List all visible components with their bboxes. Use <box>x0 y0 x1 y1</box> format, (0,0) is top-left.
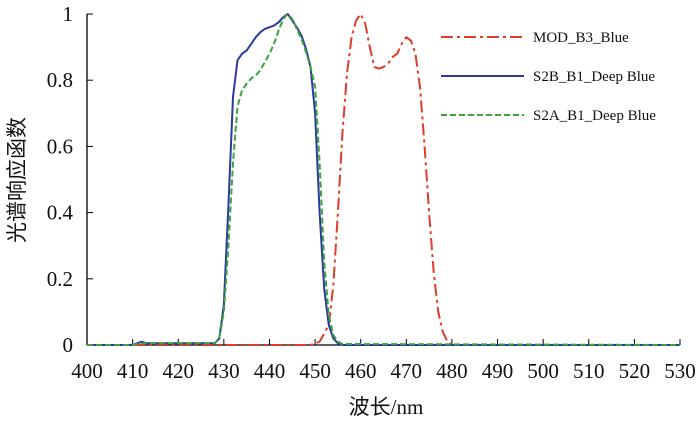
y-tick-label: 0.2 <box>47 267 73 291</box>
x-tick-label: 510 <box>573 359 605 383</box>
legend-label: S2B_B1_Deep Blue <box>533 69 655 85</box>
x-tick-label: 460 <box>345 359 377 383</box>
legend: MOD_B3_Blue S2B_B1_Deep Blue S2A_B1_Deep B… <box>441 30 656 124</box>
y-tick-label: 0.6 <box>47 134 73 158</box>
x-tick-label: 450 <box>299 359 331 383</box>
y-tick-label: 0 <box>63 333 74 357</box>
x-tick-label: 480 <box>436 359 468 383</box>
x-tick-label: 430 <box>208 359 240 383</box>
legend-label: S2A_B1_Deep Blue <box>533 108 656 124</box>
series-line-3 <box>87 13 681 346</box>
x-tick-label: 500 <box>527 359 559 383</box>
x-axis-title: 波长/nm <box>349 395 424 419</box>
x-tick-label: 490 <box>482 359 514 383</box>
series-line-1 <box>87 13 680 346</box>
x-tick-label: 420 <box>162 359 194 383</box>
series-lines <box>87 13 681 346</box>
x-tick-label: 530 <box>664 359 696 383</box>
legend-label: MOD_B3_Blue <box>533 30 629 46</box>
x-tick-label: 400 <box>71 359 103 383</box>
x-tick-label: 440 <box>254 359 286 383</box>
y-axis-title: 光谱响应函数 <box>5 117 29 243</box>
y-tick-label: 0.4 <box>47 201 74 225</box>
x-tick-label: 410 <box>117 359 149 383</box>
axes: 400 410 420 430 440 450 460 470 480 490 500 510 520 5… <box>47 2 696 383</box>
x-tick-label: 470 <box>391 359 423 383</box>
x-tick-label: 520 <box>619 359 651 383</box>
y-tick-label: 0.8 <box>47 68 73 92</box>
series-line-2 <box>87 13 680 346</box>
y-tick-label: 1 <box>63 2 74 26</box>
